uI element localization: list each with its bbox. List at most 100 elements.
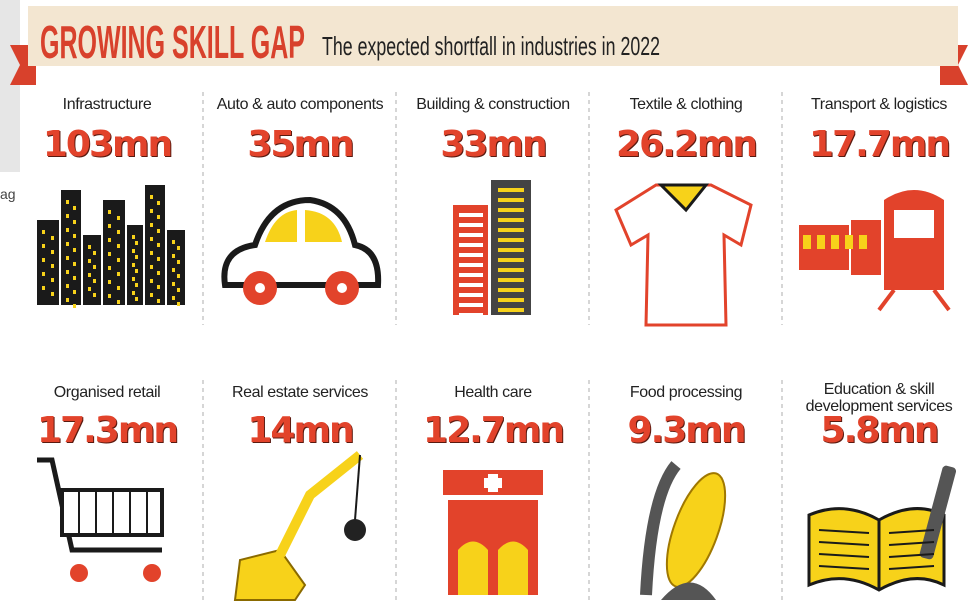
icon-shape: [498, 268, 524, 272]
icon-shape: [93, 251, 96, 255]
icon-shape: [66, 284, 69, 288]
item-value: 5.8mn: [784, 410, 974, 451]
icon-shape: [132, 263, 135, 267]
icon-shape: [803, 235, 811, 249]
item-label: Organised retail: [12, 384, 202, 401]
icon-shape: [172, 240, 175, 244]
icon-shape: [459, 273, 483, 277]
icon-shape: [88, 273, 91, 277]
icon-shape: [150, 251, 153, 255]
icon-shape: [879, 290, 894, 310]
icon-shape: [498, 298, 524, 302]
icon-shape: [177, 246, 180, 250]
icon-shape: [66, 200, 69, 204]
icon-shape: [150, 209, 153, 213]
icon-shape: [255, 283, 265, 293]
icon-shape: [884, 190, 944, 290]
icon-shape: [51, 278, 54, 282]
item-value: 9.3mn: [591, 410, 781, 451]
icon-shape: [453, 205, 488, 315]
icon-shape: [157, 257, 160, 261]
icon-shape: [459, 223, 483, 227]
icon-shape: [108, 210, 111, 214]
icon: [37, 185, 185, 308]
item-label: Food processing: [591, 384, 781, 401]
icon-shape: [150, 265, 153, 269]
icon-shape: [459, 323, 483, 327]
icon-shape: [459, 213, 483, 217]
icon: [616, 185, 751, 325]
icon-shape: [51, 264, 54, 268]
icon-shape: [37, 220, 59, 305]
icon-shape: [344, 519, 366, 541]
icon-shape: [108, 224, 111, 228]
icon-shape: [143, 564, 161, 582]
icon-shape: [108, 252, 111, 256]
icon-shape: [459, 333, 483, 337]
item-value: 35mn: [205, 124, 395, 165]
icons: [37, 92, 957, 600]
icon-shape: [150, 195, 153, 199]
icon-shape: [498, 308, 524, 312]
icon-shape: [42, 286, 45, 290]
icon-shape: [132, 249, 135, 253]
icon-shape: [661, 583, 716, 601]
icon-shape: [817, 235, 825, 249]
item-label: Textile & clothing: [591, 96, 781, 113]
icon-shape: [498, 208, 524, 212]
icon-shape: [73, 220, 76, 224]
icon-shape: [135, 241, 138, 245]
item-value: 103mn: [12, 124, 202, 165]
icon-shape: [42, 244, 45, 248]
icon-shape: [498, 248, 524, 252]
icon-shape: [157, 243, 160, 247]
icon-shape: [172, 296, 175, 300]
icon-shape: [831, 235, 839, 249]
icon-shape: [108, 238, 111, 242]
icon: [809, 465, 957, 590]
icon-shape: [177, 260, 180, 264]
icon-shape: [498, 228, 524, 232]
item-value: 14mn: [205, 410, 395, 451]
icon-shape: [459, 313, 483, 317]
icon-shape: [66, 214, 69, 218]
icon-shape: [459, 283, 483, 287]
icon-shape: [132, 235, 135, 239]
icon-shape: [177, 274, 180, 278]
icon-shape: [66, 242, 69, 246]
icon-shape: [894, 210, 934, 238]
icon: [443, 470, 543, 595]
icon-shape: [459, 243, 483, 247]
icon-shape: [157, 229, 160, 233]
icon-shape: [498, 258, 524, 262]
icon-shape: [135, 269, 138, 273]
icon: [37, 460, 162, 582]
icon-shape: [167, 230, 185, 305]
icon-shape: [108, 280, 111, 284]
icon-shape: [117, 216, 120, 220]
icon-shape: [88, 245, 91, 249]
item-label: Auto & auto components: [205, 96, 395, 113]
item-label: Real estate services: [205, 384, 395, 401]
icon-shape: [157, 271, 160, 275]
page: GROWING SKILL GAP The expected shortfall…: [0, 0, 978, 612]
item-value: 12.7mn: [398, 410, 588, 451]
icon-shape: [224, 200, 378, 285]
icon-shape: [177, 288, 180, 292]
subtitle: The expected shortfall in industries in …: [322, 31, 660, 61]
icon-shape: [157, 299, 160, 303]
icon-shape: [117, 286, 120, 290]
item-label: Health care: [398, 384, 588, 401]
infographic: GROWING SKILL GAP The expected shortfall…: [0, 0, 978, 612]
icon-shape: [108, 266, 111, 270]
icon-shape: [498, 278, 524, 282]
icon: [646, 465, 737, 600]
icon-shape: [66, 256, 69, 260]
icon-shape: [498, 238, 524, 242]
icon-shape: [135, 255, 138, 259]
item-value: 17.3mn: [12, 410, 202, 451]
icon-shape: [117, 300, 120, 304]
icon-shape: [61, 190, 81, 305]
icon: [799, 190, 949, 310]
icon-shape: [280, 455, 360, 555]
